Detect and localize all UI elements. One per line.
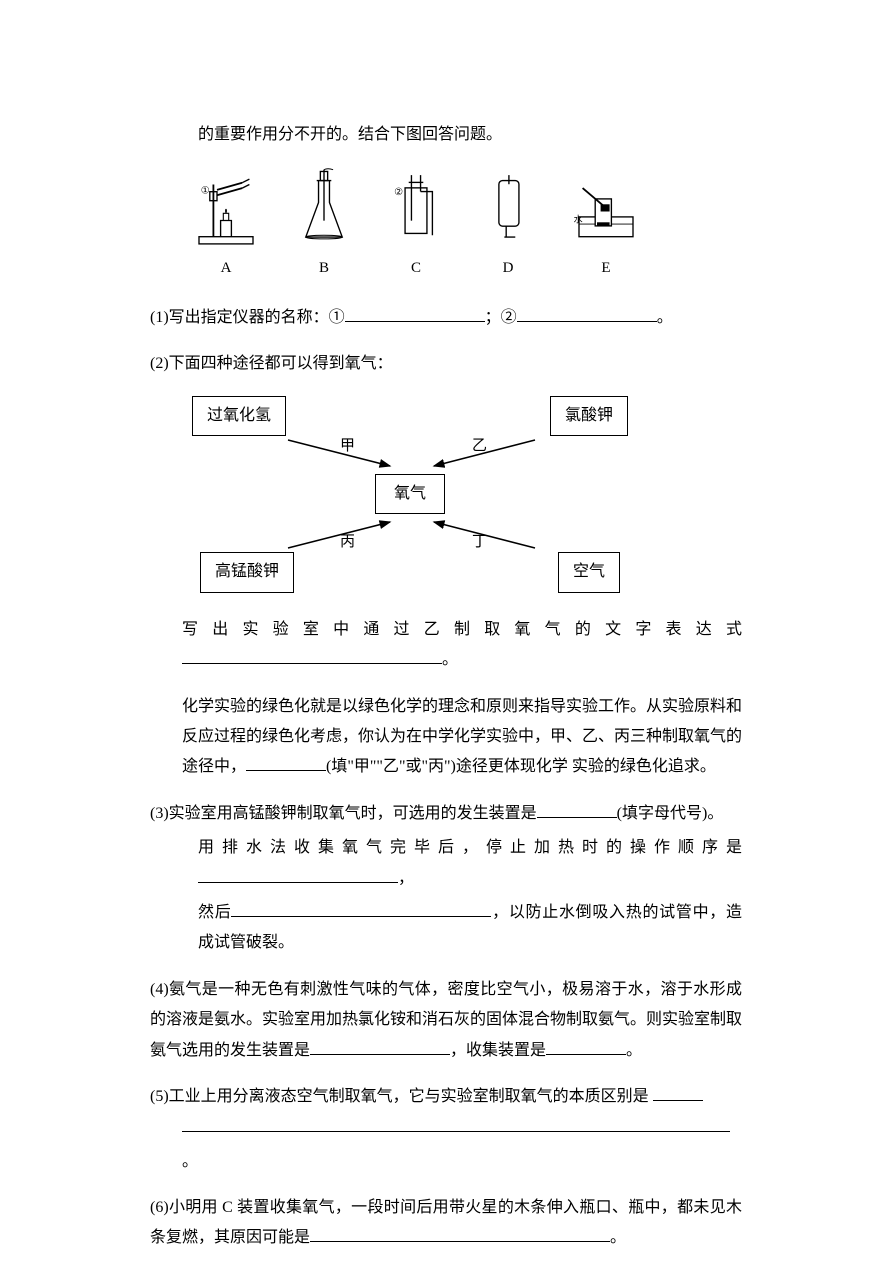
question-4: (4)氨气是一种无色有刺激性气味的气体，密度比空气小，极易溶于水，溶于水形成的溶… — [150, 975, 742, 1066]
node-br: 空气 — [558, 552, 620, 592]
q5-a: (5)工业上用分离液态空气制取氧气，它与实验室制取氧气的本质区别是 — [150, 1088, 649, 1105]
q2-para2: 化学实验的绿色化就是以绿色化学的理念和原则来指导实验工作。从实验原料和反应过程的… — [182, 692, 742, 783]
label-1-marker: ① — [201, 186, 210, 197]
question-1: (1)写出指定仪器的名称：① ；② 。 — [150, 303, 742, 333]
q3-a: (3)实验室用高锰酸钾制取氧气时，可选用的发生装置是 — [150, 805, 537, 822]
q4-blank-collect[interactable] — [546, 1054, 626, 1055]
question-6: (6)小明用 C 装置收集氧气，一段时间后用带火星的木条伸入瓶口、瓶中，都未见木… — [150, 1193, 742, 1254]
apparatus-b: B — [294, 166, 354, 283]
apparatus-diagram-row: ① A B ② C — [190, 166, 742, 283]
label-2-marker: ② — [394, 188, 403, 199]
q1-blank-2[interactable] — [517, 321, 657, 322]
q1-blank-1[interactable] — [345, 321, 485, 322]
apparatus-e-label: E — [601, 254, 610, 283]
q3-blank-step1[interactable] — [198, 882, 398, 883]
flow-label-d: 丁 — [472, 534, 487, 550]
question-5: (5)工业上用分离液态空气制取氧气，它与实验室制取氧气的本质区别是 — [150, 1082, 742, 1112]
q4-blank-gen[interactable] — [310, 1054, 450, 1055]
q3-b-text: 用排水法收集氧气完毕后，停止加热时的操作顺序是 — [198, 839, 742, 856]
flow-arrows-bottom: 丙 丁 — [190, 516, 630, 552]
flow-arrows-top: 甲 乙 — [190, 436, 630, 472]
apparatus-b-label: B — [319, 254, 329, 283]
apparatus-b-svg — [294, 166, 354, 248]
node-tl: 过氧化氢 — [192, 396, 286, 436]
q2-p2b: (填"甲""乙"或"丙")途径更体现化学 实验的绿色化追求。 — [326, 758, 716, 775]
apparatus-c: ② C — [386, 166, 446, 283]
q1-lead: (1)写出指定仪器的名称：① — [150, 309, 345, 326]
q5-end: 。 — [182, 1153, 198, 1170]
apparatus-d: D — [478, 166, 538, 283]
intro-continuation: 的重要作用分不开的。结合下图回答问题。 — [198, 120, 742, 150]
q6-a: (6)小明用 C 装置收集氧气，一段时间后用带火星的木条伸入瓶口、瓶中，都未见木… — [150, 1199, 742, 1246]
q2-line1-text: 写出实验室中通过乙制取氧气的文字表达式 — [182, 621, 742, 638]
flow-label-b: 乙 — [472, 438, 487, 454]
flowchart: 过氧化氢 氯酸钾 甲 乙 氧气 丙 丁 高锰酸钾 空气 — [190, 396, 630, 593]
q3-c-text: 然后 — [198, 904, 231, 921]
q4-sep: ，收集装置是 — [450, 1042, 546, 1059]
q3-blank-step2[interactable] — [231, 916, 491, 917]
apparatus-e-svg: 水 — [570, 166, 642, 248]
q3-c: 然后，以防止水倒吸入热的试管中，造成试管破裂。 — [198, 898, 742, 959]
apparatus-d-svg — [478, 166, 538, 248]
q3-blank-device[interactable] — [537, 817, 617, 818]
q3-b: 用排水法收集氧气完毕后，停止加热时的操作顺序是 ， — [198, 833, 742, 894]
apparatus-a-label: A — [221, 254, 232, 283]
q6-end: 。 — [610, 1229, 626, 1246]
question-2-lead: (2)下面四种途径都可以得到氧气： — [150, 349, 742, 379]
question-3: (3)实验室用高锰酸钾制取氧气时，可选用的发生装置是 (填字母代号)。 — [150, 799, 742, 829]
q2-blank-expr[interactable] — [182, 663, 442, 664]
q1-sep: ；② — [485, 309, 517, 326]
q5-blank-line[interactable] — [182, 1131, 730, 1132]
apparatus-a-svg: ① — [190, 166, 262, 248]
q3-aend: (填字母代号)。 — [617, 805, 724, 822]
q2-line1: 写出实验室中通过乙制取氧气的文字表达式 。 — [182, 615, 742, 676]
q6-blank[interactable] — [310, 1241, 610, 1242]
q2-line1-end: 。 — [442, 651, 458, 668]
node-tr: 氯酸钾 — [550, 396, 628, 436]
q2-blank-route[interactable] — [246, 770, 326, 771]
q1-period: 。 — [657, 309, 673, 326]
q3-cend: ，以防止水倒吸入热的试管中，造成试管破裂。 — [198, 904, 742, 951]
apparatus-a: ① A — [190, 166, 262, 283]
apparatus-c-label: C — [411, 254, 421, 283]
q4-end: 。 — [626, 1042, 642, 1059]
apparatus-d-label: D — [503, 254, 514, 283]
water-label: 水 — [574, 214, 583, 225]
q3-bend: ， — [398, 870, 414, 887]
flow-label-c: 丙 — [340, 534, 355, 550]
apparatus-e: 水 E — [570, 166, 642, 283]
node-bl: 高锰酸钾 — [200, 552, 294, 592]
node-center: 氧气 — [375, 474, 445, 514]
flow-label-a: 甲 — [340, 438, 355, 454]
apparatus-c-svg: ② — [386, 166, 446, 248]
q4-a: (4)氨气是一种无色有刺激性气味的气体，密度比空气小，极易溶于水，溶于水形成的溶… — [150, 981, 742, 1059]
q5-blank-inline[interactable] — [653, 1100, 703, 1101]
